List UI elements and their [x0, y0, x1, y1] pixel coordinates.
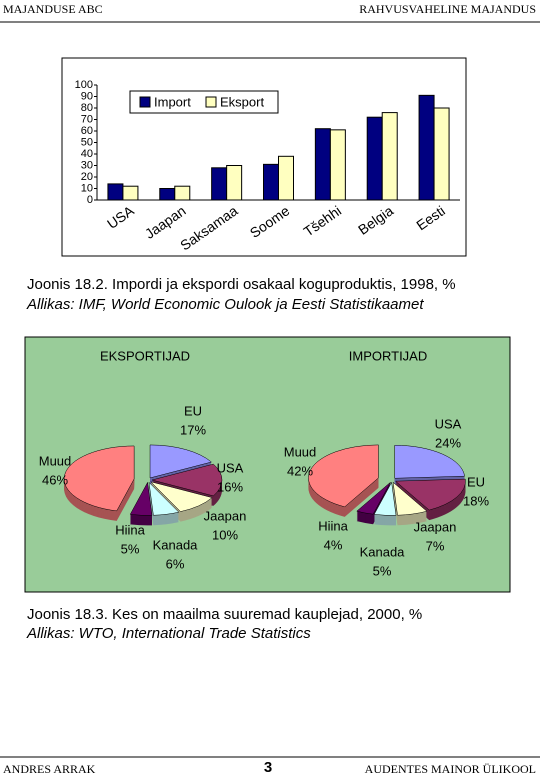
pie-slice — [129, 481, 153, 516]
slice-value: 7% — [426, 538, 445, 553]
caption-source: Allikas: IMF, World Economic Oulook ja E… — [26, 296, 424, 313]
pie-slice — [308, 444, 379, 508]
pie-title: EKSPORTIJAD — [100, 348, 190, 363]
slice-value: 46% — [42, 472, 68, 487]
footer-left: ANDRES ARRAK — [3, 762, 96, 776]
pie-slice — [356, 482, 391, 515]
slice-label: Jaapan — [414, 519, 457, 534]
slice-value: 5% — [373, 563, 392, 578]
bar — [122, 185, 139, 201]
slice-value: 42% — [287, 463, 313, 478]
y-tick-label: 30 — [81, 159, 93, 171]
y-tick-label: 0 — [87, 194, 93, 206]
header-left: MAJANDUSE ABC — [3, 2, 103, 16]
pie-slice — [373, 481, 397, 516]
page-number: 3 — [264, 759, 272, 776]
slice-label: Kanada — [153, 537, 199, 552]
bar — [159, 188, 176, 201]
pie-slice — [394, 444, 465, 479]
pie-slice — [151, 463, 223, 497]
slice-label: USA — [217, 460, 244, 475]
slice-label: Jaapan — [204, 508, 247, 523]
y-tick-label: 10 — [81, 182, 93, 194]
y-tick-label: 90 — [81, 90, 93, 102]
pie-slice — [148, 481, 180, 516]
y-tick-label: 100 — [75, 79, 93, 91]
y-tick-label: 70 — [81, 113, 93, 125]
slice-label: Hiina — [115, 522, 145, 537]
footer-right: AUDENTES MAINOR ÜLIKOOL — [365, 762, 536, 776]
bar — [433, 107, 450, 201]
bar — [329, 129, 346, 201]
y-tick-label: 20 — [81, 171, 93, 183]
slice-label: Muud — [284, 444, 317, 459]
y-tick-label: 50 — [81, 136, 93, 148]
slice-label: Hiina — [318, 518, 348, 533]
bar — [211, 167, 228, 201]
slice-label: Kanada — [360, 544, 406, 559]
slice-label: Muud — [39, 453, 72, 468]
legend-swatch — [205, 96, 217, 108]
pie-slice — [63, 445, 135, 512]
bar — [226, 165, 243, 201]
slice-label: EU — [184, 403, 202, 418]
bar — [263, 163, 279, 201]
y-tick-label: 40 — [81, 148, 93, 160]
legend-box — [129, 90, 279, 114]
pie-title: IMPORTIJAD — [349, 348, 428, 363]
slice-value: 5% — [121, 541, 140, 556]
caption-source: Allikas: WTO, International Trade Statis… — [26, 625, 311, 642]
legend-label: Eksport — [220, 94, 264, 109]
slice-value: 18% — [463, 493, 489, 508]
bar — [366, 116, 383, 201]
caption-title: Joonis 18.3. Kes on maailma suuremad kau… — [27, 606, 422, 623]
slice-value: 10% — [212, 527, 238, 542]
pie-slice — [392, 481, 428, 516]
y-tick-label: 60 — [81, 125, 93, 137]
slice-label: EU — [467, 474, 485, 489]
bar — [174, 185, 191, 201]
legend-label: Import — [154, 94, 191, 109]
pie-slice — [394, 478, 466, 511]
slice-value: 4% — [324, 537, 343, 552]
legend-swatch — [139, 96, 151, 108]
pie-slice — [149, 444, 212, 479]
bar — [278, 155, 294, 201]
slice-value: 16% — [217, 479, 243, 494]
slice-label: USA — [435, 416, 462, 431]
bar — [381, 112, 398, 201]
slice-value: 24% — [435, 435, 461, 450]
header-right: RAHVUSVAHELINE MAJANDUS — [359, 2, 536, 16]
caption-title: Joonis 18.2. Impordi ja ekspordi osakaal… — [27, 276, 456, 293]
slice-value: 6% — [166, 556, 185, 571]
slice-value: 17% — [180, 422, 206, 437]
y-tick-label: 80 — [81, 102, 93, 114]
bar — [418, 94, 435, 201]
bar — [107, 183, 124, 201]
pie-slice — [149, 481, 213, 512]
bar — [314, 128, 331, 201]
